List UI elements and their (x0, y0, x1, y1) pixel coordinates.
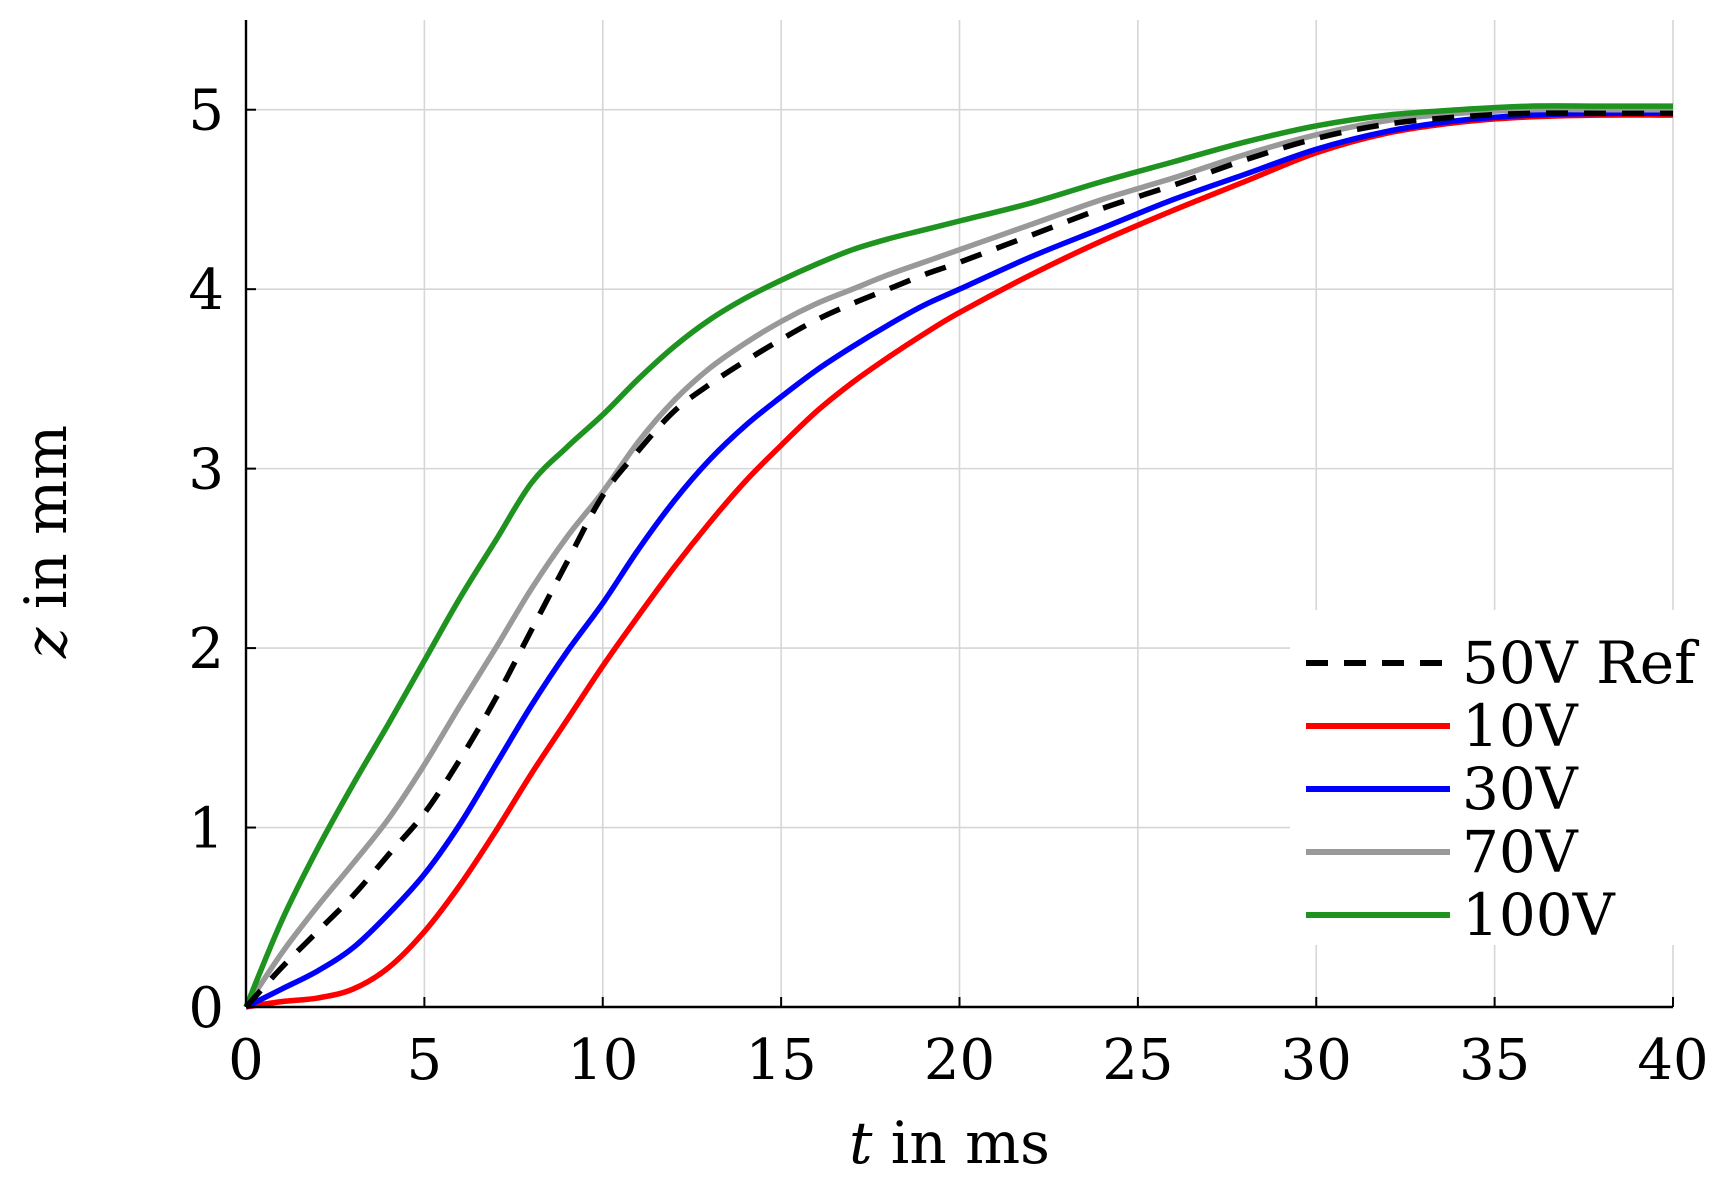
x-tick-label: 40 (1637, 1028, 1708, 1093)
y-axis-title: z in mm (12, 425, 80, 659)
legend-label: 50V Ref (1462, 629, 1699, 697)
x-tick-label: 35 (1459, 1028, 1530, 1093)
x-tick-label: 0 (228, 1028, 264, 1093)
x-tick-label: 20 (924, 1028, 995, 1093)
x-axis-variable: t (849, 1109, 873, 1177)
series-line-70v (243, 106, 1673, 1009)
legend-label: 70V (1462, 818, 1579, 886)
series-line-100v (243, 103, 1673, 1009)
x-axis-unit-text: in ms (872, 1109, 1050, 1177)
tick-labels: 0 5 10 15 20 25 30 35 40 0 1 2 3 4 5 (188, 79, 1708, 1093)
y-axis-unit-text: in mm (12, 425, 80, 628)
series-line-10v (245, 112, 1674, 1010)
x-tick-label: 10 (567, 1028, 638, 1093)
x-tick-label: 15 (745, 1028, 816, 1093)
y-tick-label: 1 (188, 797, 224, 862)
axes (244, 20, 1674, 1009)
x-tick-label: 30 (1281, 1028, 1352, 1093)
y-tick-label: 4 (188, 258, 224, 323)
series-lines (243, 103, 1674, 1010)
y-tick-label: 3 (188, 438, 224, 503)
x-tick-label: 5 (407, 1028, 443, 1093)
legend-label: 10V (1462, 692, 1579, 760)
x-axis-title: t in ms (849, 1109, 1050, 1177)
y-tick-label: 0 (188, 976, 224, 1041)
legend-label: 100V (1462, 881, 1616, 949)
legend-label: 30V (1462, 755, 1579, 823)
x-tick-label: 25 (1102, 1028, 1173, 1093)
y-axis-variable: z (12, 627, 80, 659)
y-tick-label: 5 (188, 79, 224, 144)
y-tick-label: 2 (188, 617, 224, 682)
series-line-30v (244, 110, 1674, 1010)
series-line-50v-ref (243, 110, 1673, 1009)
